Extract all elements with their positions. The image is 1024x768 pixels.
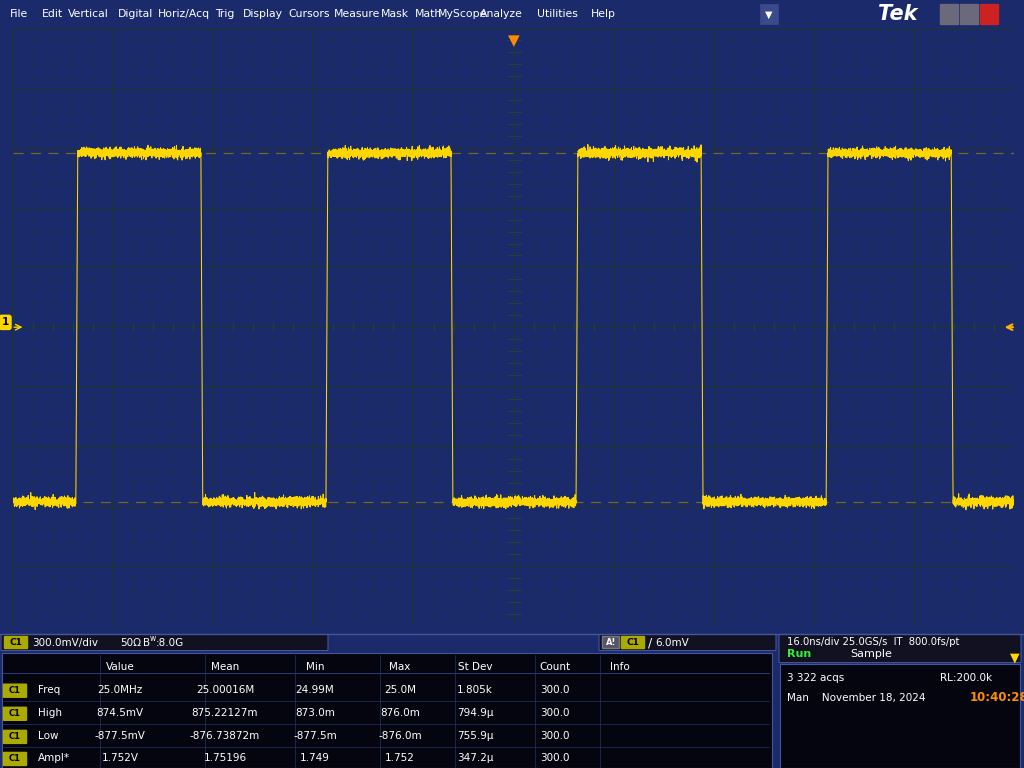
Text: Vertical: Vertical [68,9,109,19]
Text: 873.0m: 873.0m [295,708,335,718]
Text: 1: 1 [2,317,9,327]
Text: 347.2μ: 347.2μ [457,753,494,763]
FancyBboxPatch shape [3,707,27,720]
Text: File: File [10,9,29,19]
Text: -876.0m: -876.0m [378,731,422,741]
Text: 3 322 acqs: 3 322 acqs [787,673,844,683]
FancyBboxPatch shape [1,634,328,650]
Text: Trig: Trig [215,9,234,19]
Text: 300.0: 300.0 [541,753,569,763]
Text: Help: Help [591,9,616,19]
FancyBboxPatch shape [2,653,772,768]
Text: 876.0m: 876.0m [380,708,420,718]
Text: Man    November 18, 2024: Man November 18, 2024 [787,693,926,703]
Text: Mean: Mean [211,661,240,671]
Text: Freq: Freq [38,685,60,695]
Text: Horiz/Acq: Horiz/Acq [158,9,210,19]
FancyBboxPatch shape [602,637,620,648]
FancyBboxPatch shape [779,634,1021,663]
Text: 25.0M: 25.0M [384,685,416,695]
Text: :8.0G: :8.0G [156,637,184,647]
Text: 794.9μ: 794.9μ [457,708,494,718]
Text: 875.22127m: 875.22127m [191,708,258,718]
Text: Info: Info [610,661,630,671]
Text: Ampl*: Ampl* [38,753,70,763]
FancyBboxPatch shape [4,637,28,648]
Text: Count: Count [540,661,570,671]
Text: C1: C1 [9,638,23,647]
Text: C1: C1 [9,754,22,763]
Text: Analyze: Analyze [480,9,523,19]
Text: C1: C1 [9,733,22,741]
Text: 6.0mV: 6.0mV [655,637,689,647]
Text: -877.5m: -877.5m [293,731,337,741]
Text: 300.0: 300.0 [541,685,569,695]
Text: 25.0MHz: 25.0MHz [97,685,142,695]
Text: Utilities: Utilities [537,9,578,19]
Text: -876.73872m: -876.73872m [189,731,260,741]
Text: Measure: Measure [334,9,380,19]
Text: 1.752V: 1.752V [101,753,138,763]
Text: /: / [648,636,652,649]
Text: C1: C1 [9,686,22,695]
Text: 874.5mV: 874.5mV [96,708,143,718]
Text: 1.805k: 1.805k [457,685,493,695]
Text: C1: C1 [627,638,639,647]
Text: 50Ω: 50Ω [120,637,141,647]
Text: 300.0mV/div: 300.0mV/div [32,637,98,647]
Bar [980,4,998,24]
Text: St Dev: St Dev [458,661,493,671]
Text: w: w [150,634,157,643]
Text: 1.75196: 1.75196 [204,753,247,763]
Text: -877.5mV: -877.5mV [94,731,145,741]
Text: 24.99M: 24.99M [296,685,335,695]
Text: C1: C1 [9,710,22,718]
Text: RL:200.0k: RL:200.0k [940,673,992,683]
Text: 300.0: 300.0 [541,731,569,741]
FancyBboxPatch shape [622,637,644,648]
Text: Sample: Sample [850,648,892,658]
Text: Min: Min [306,661,325,671]
FancyBboxPatch shape [780,664,1020,768]
Text: A!: A! [606,638,616,647]
Bar [760,4,778,24]
Text: Max: Max [389,661,411,671]
Text: 755.9μ: 755.9μ [457,731,494,741]
FancyBboxPatch shape [599,634,776,650]
Text: Display: Display [243,9,283,19]
Text: MyScope: MyScope [438,9,487,19]
Text: Low: Low [38,731,58,741]
Text: 10:40:28: 10:40:28 [970,691,1024,704]
Text: Tek: Tek [878,4,918,24]
Text: 25.00016M: 25.00016M [196,685,254,695]
Bar [940,4,958,24]
Text: 1.749: 1.749 [300,753,330,763]
Text: ▼: ▼ [1011,651,1020,664]
Text: Run: Run [787,648,811,658]
Text: Value: Value [105,661,134,671]
Text: Edit: Edit [42,9,63,19]
Text: ▼: ▼ [508,33,519,48]
Bar [961,4,978,24]
Text: ▼: ▼ [765,10,773,20]
Text: Mask: Mask [381,9,410,19]
Text: High: High [38,708,62,718]
Text: B: B [143,637,151,647]
Text: 1.752: 1.752 [385,753,415,763]
Text: Cursors: Cursors [288,9,330,19]
FancyBboxPatch shape [3,684,27,697]
Text: 300.0: 300.0 [541,708,569,718]
FancyBboxPatch shape [3,730,27,743]
Text: 16.0ns/div 25.0GS/s  IT  800.0fs/pt: 16.0ns/div 25.0GS/s IT 800.0fs/pt [787,637,959,647]
Text: Math: Math [415,9,442,19]
Text: Digital: Digital [118,9,154,19]
FancyBboxPatch shape [3,753,27,766]
